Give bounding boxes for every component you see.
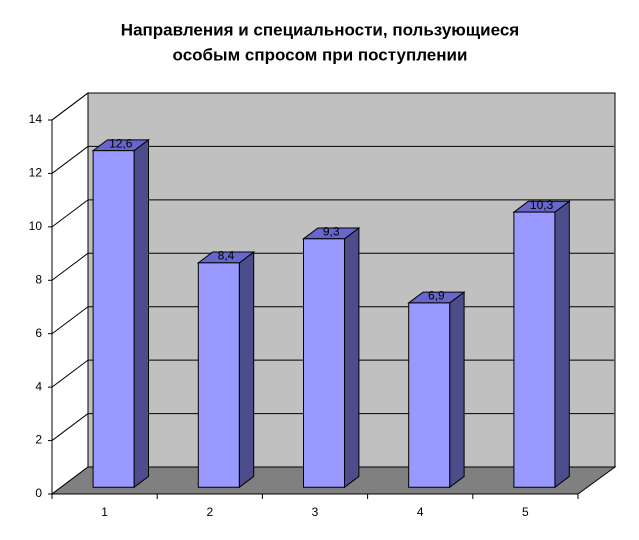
chart-title: Направления и специальности, пользующиес… <box>121 20 519 39</box>
grid-line <box>51 413 89 441</box>
chart-title: особым спросом при поступлении <box>173 45 468 64</box>
side-wall <box>51 92 89 495</box>
grid-line <box>51 306 89 335</box>
bar-side <box>449 291 465 489</box>
grid-line <box>51 146 89 174</box>
data-label: 9,3 <box>323 225 340 239</box>
grid-line <box>51 92 89 121</box>
x-tick-label: 4 <box>417 505 424 519</box>
x-tick-label: 1 <box>101 505 108 519</box>
x-tick-label: 3 <box>312 505 319 519</box>
bar <box>197 262 240 488</box>
data-label: 10,3 <box>530 198 554 212</box>
bar-side <box>238 251 255 489</box>
y-tick-label: 0 <box>35 486 42 500</box>
y-tick-label: 10 <box>29 219 43 233</box>
grid-line <box>51 199 89 228</box>
grid-line <box>51 252 89 281</box>
x-tick-label: 2 <box>206 505 213 519</box>
bar <box>408 302 451 488</box>
y-tick-label: 8 <box>35 272 42 286</box>
data-label: 6,9 <box>428 289 445 303</box>
y-tick-label: 6 <box>35 326 42 340</box>
bar <box>303 238 345 488</box>
bar <box>92 150 135 488</box>
y-tick-label: 12 <box>29 166 43 180</box>
x-tick-label: 5 <box>522 505 529 519</box>
bar <box>513 211 556 488</box>
data-label: 12,6 <box>109 136 133 150</box>
grid-line <box>51 359 89 388</box>
y-tick-label: 2 <box>35 433 42 447</box>
y-tick-label: 14 <box>29 112 43 126</box>
bar-side <box>554 200 570 489</box>
data-label: 8,4 <box>218 249 235 263</box>
y-tick-label: 4 <box>35 379 42 393</box>
bar-side <box>133 138 149 489</box>
bar-side <box>344 227 360 489</box>
